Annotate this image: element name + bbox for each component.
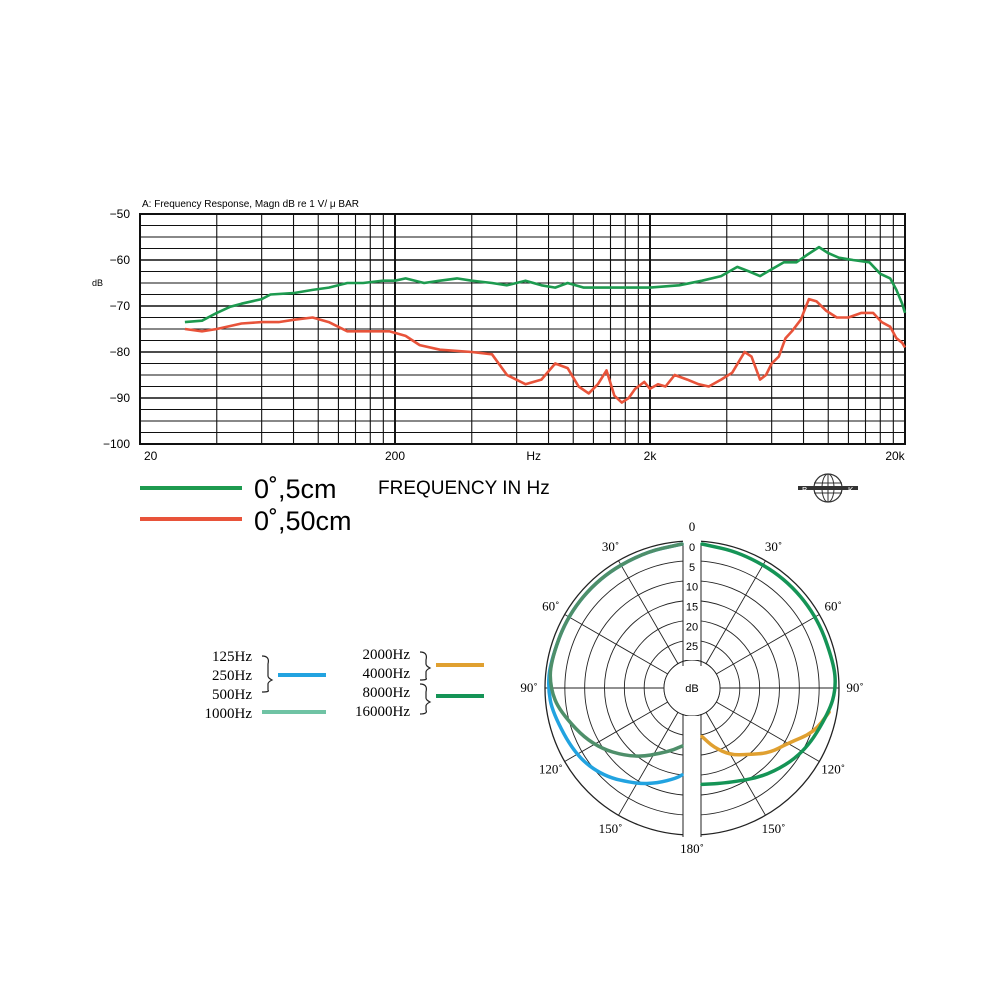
angle-label: 180˚ xyxy=(680,841,704,856)
x-tick-label: Hz xyxy=(526,449,541,463)
polar-spoke xyxy=(716,614,820,675)
radial-tick-label: 20 xyxy=(686,621,698,633)
polar-labels: 0 5 10 15 20 25 dB 0 30˚ 30˚ 60˚ 60˚ 90˚ 90˚ 120˚ 120˚ 1… xyxy=(520,519,863,856)
y-tick-label: −100 xyxy=(103,437,130,451)
radial-tick-label: 25 xyxy=(686,641,698,653)
y-tick-label: −50 xyxy=(110,207,131,221)
polar-spoke xyxy=(705,712,766,816)
x-tick-label: 20k xyxy=(885,449,905,463)
y-tick-label: −70 xyxy=(110,299,131,313)
angle-label: 120˚ xyxy=(539,762,563,777)
chart-title: A: Frequency Response, Magn dB re 1 V/ μ… xyxy=(142,199,359,210)
x-tick-label: 200 xyxy=(385,449,405,463)
legend-label-5cm: 0˚,5cm xyxy=(254,474,337,504)
polar-axis-gap-bottom xyxy=(683,716,701,839)
fr-legend: 0˚,5cm 0˚,50cm FREQUENCY IN Hz xyxy=(140,474,550,536)
angle-label: 150˚ xyxy=(762,821,786,836)
polar-series xyxy=(547,542,837,787)
polar-spoke xyxy=(705,560,766,664)
legend-brace-right-top xyxy=(419,651,432,681)
polar-pattern-chart: 0 5 10 15 20 25 dB 0 30˚ 30˚ 60˚ 60˚ 90˚ 90˚ 120˚ 120˚ 1… xyxy=(520,519,863,856)
polar-curve-3 xyxy=(700,542,837,787)
polar-curve-0 xyxy=(547,542,684,786)
x-tick-label: 2k xyxy=(644,449,658,463)
bk-logo: B K xyxy=(798,473,858,503)
polar-spoke xyxy=(618,712,679,816)
radial-tick-label: 15 xyxy=(686,602,698,614)
legend-freq-8000: 8000Hz xyxy=(363,685,411,701)
angle-label: 150˚ xyxy=(599,821,623,836)
y-axis-label: dB xyxy=(92,278,103,288)
logo-letter-k: K xyxy=(848,486,854,495)
legend-brace-left xyxy=(261,655,274,693)
polar-legend-left: 125Hz 250Hz 500Hz 1000Hz xyxy=(205,649,326,722)
grid xyxy=(139,213,906,445)
polar-spoke xyxy=(564,701,668,762)
legend-freq-2000: 2000Hz xyxy=(363,647,411,663)
angle-label: 120˚ xyxy=(821,762,845,777)
angle-label: 90˚ xyxy=(846,680,863,695)
logo-letter-b: B xyxy=(802,486,807,495)
y-tick-label: −80 xyxy=(110,345,131,359)
polar-spoke xyxy=(564,614,668,675)
series-line-5cm xyxy=(184,245,907,324)
legend-brace-right-bottom xyxy=(419,683,432,715)
legend-freq-500: 500Hz xyxy=(212,687,252,703)
x-tick-label: 20 xyxy=(144,449,158,463)
legend-freq-16000: 16000Hz xyxy=(355,704,410,720)
y-tick-label: −90 xyxy=(110,391,131,405)
angle-label: 60˚ xyxy=(542,599,559,614)
angle-label: 30˚ xyxy=(765,539,782,554)
angle-label: 30˚ xyxy=(602,539,619,554)
radial-tick-label: 5 xyxy=(689,562,695,574)
polar-grid xyxy=(544,537,840,839)
polar-spoke xyxy=(618,560,679,664)
legend-freq-250: 250Hz xyxy=(212,668,252,684)
legend-label-50cm: 0˚,50cm xyxy=(254,506,352,536)
radial-tick-label: 10 xyxy=(686,582,698,594)
angle-label: 0 xyxy=(689,519,696,534)
series-lines xyxy=(184,245,907,404)
angle-label: 90˚ xyxy=(520,680,537,695)
x-tick-labels: 20 200 Hz 2k 20k xyxy=(144,449,906,463)
polar-curve-2 xyxy=(700,710,831,757)
polar-curve-1 xyxy=(548,542,684,758)
frequency-response-chart: A: Frequency Response, Magn dB re 1 V/ μ… xyxy=(92,199,907,463)
polar-axis-gap-top xyxy=(683,537,701,660)
y-tick-labels: −50 −60 −70 −80 −90 −100 xyxy=(103,207,130,451)
legend-freq-1000: 1000Hz xyxy=(205,706,253,722)
y-tick-label: −60 xyxy=(110,253,131,267)
x-axis-label: FREQUENCY IN Hz xyxy=(378,478,550,499)
angle-label: 60˚ xyxy=(824,599,841,614)
legend-freq-4000: 4000Hz xyxy=(363,666,411,682)
series-line-50cm xyxy=(184,297,907,404)
polar-legend-right: 2000Hz 4000Hz 8000Hz 16000Hz xyxy=(355,647,484,720)
legend-freq-125: 125Hz xyxy=(212,649,252,665)
radial-tick-label: 0 xyxy=(689,542,695,554)
polar-center-label: dB xyxy=(685,683,698,695)
